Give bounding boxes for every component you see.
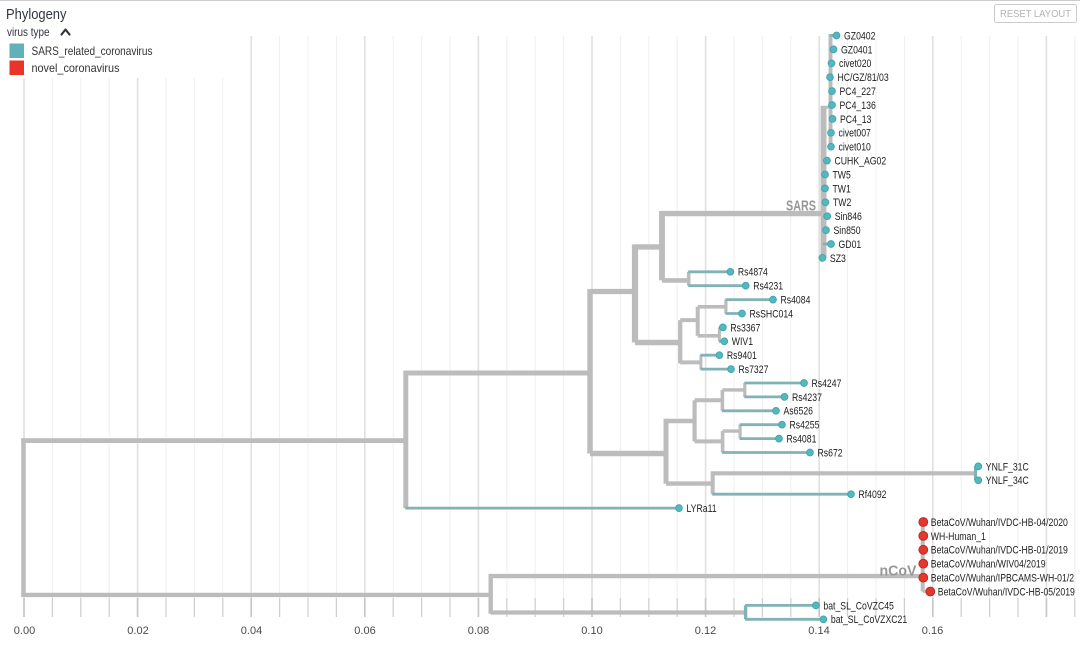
svg-text:GZ0402: GZ0402 (844, 30, 875, 42)
svg-text:civet020: civet020 (839, 58, 871, 70)
svg-text:0.02: 0.02 (127, 625, 148, 637)
svg-text:Sin850: Sin850 (834, 225, 861, 237)
svg-text:Rs4874: Rs4874 (738, 267, 768, 279)
svg-text:0.08: 0.08 (468, 625, 489, 637)
svg-text:Rs7327: Rs7327 (739, 364, 769, 376)
svg-text:0.16: 0.16 (922, 625, 943, 637)
svg-text:Rs4237: Rs4237 (792, 392, 822, 404)
svg-text:0.06: 0.06 (354, 625, 375, 637)
svg-text:PC4_13: PC4_13 (840, 114, 871, 126)
svg-text:LYRa11: LYRa11 (687, 503, 717, 515)
svg-text:CUHK_AG02: CUHK_AG02 (835, 156, 887, 168)
svg-text:WIV1: WIV1 (732, 336, 753, 348)
svg-text:Rs672: Rs672 (818, 447, 843, 459)
svg-text:RESET LAYOUT: RESET LAYOUT (1000, 9, 1071, 20)
svg-text:TW2: TW2 (833, 197, 851, 209)
svg-text:bat_SL_CoVZC45: bat_SL_CoVZC45 (823, 600, 894, 612)
svg-text:BetaCoV/Wuhan/WIV04/2019: BetaCoV/Wuhan/WIV04/2019 (931, 559, 1046, 571)
svg-text:Rs3367: Rs3367 (730, 322, 760, 334)
svg-text:Rs4081: Rs4081 (787, 434, 817, 446)
svg-text:Rs9401: Rs9401 (727, 350, 757, 362)
svg-text:SZ3: SZ3 (830, 253, 846, 265)
svg-text:BetaCoV/Wuhan/IPBCAMS-WH-01/2: BetaCoV/Wuhan/IPBCAMS-WH-01/2 (931, 573, 1074, 585)
svg-text:PC4_136: PC4_136 (840, 100, 876, 112)
svg-text:0.10: 0.10 (581, 625, 602, 637)
svg-text:BetaCoV/Wuhan/IVDC-HB-04/2020: BetaCoV/Wuhan/IVDC-HB-04/2020 (931, 517, 1068, 529)
svg-text:Rs4231: Rs4231 (753, 281, 783, 293)
svg-text:Rs4255: Rs4255 (790, 420, 820, 432)
svg-text:Rs4247: Rs4247 (812, 378, 842, 390)
svg-text:nCoV: nCoV (880, 564, 917, 580)
svg-text:0.00: 0.00 (14, 625, 35, 637)
svg-text:PC4_227: PC4_227 (840, 86, 876, 98)
svg-text:SARS: SARS (786, 199, 816, 215)
svg-text:virus type: virus type (7, 25, 50, 39)
svg-text:GD01: GD01 (839, 239, 862, 251)
svg-text:WH-Human_1: WH-Human_1 (931, 531, 986, 543)
svg-text:As6526: As6526 (784, 406, 814, 418)
svg-text:GZ0401: GZ0401 (841, 44, 872, 56)
svg-text:TW1: TW1 (833, 183, 851, 195)
svg-text:SARS_related_coronavirus: SARS_related_coronavirus (32, 44, 153, 58)
svg-text:0.14: 0.14 (808, 625, 829, 637)
svg-text:BetaCoV/Wuhan/IVDC-HB-01/2019: BetaCoV/Wuhan/IVDC-HB-01/2019 (931, 545, 1068, 557)
svg-text:bat_SL_CoVZXC21: bat_SL_CoVZXC21 (831, 614, 907, 626)
svg-text:YNLF_31C: YNLF_31C (986, 461, 1029, 473)
svg-text:civet010: civet010 (839, 142, 871, 154)
svg-text:0.04: 0.04 (241, 625, 262, 637)
svg-text:civet007: civet007 (839, 128, 871, 140)
svg-text:Phylogeny: Phylogeny (6, 6, 67, 23)
svg-text:YNLF_34C: YNLF_34C (986, 475, 1029, 487)
svg-text:BetaCoV/Wuhan/IVDC-HB-05/2019: BetaCoV/Wuhan/IVDC-HB-05/2019 (938, 586, 1075, 598)
svg-text:RsSHC014: RsSHC014 (750, 308, 794, 320)
svg-text:Rs4084: Rs4084 (781, 295, 811, 307)
svg-text:HC/GZ/81/03: HC/GZ/81/03 (838, 72, 889, 84)
svg-text:TW5: TW5 (833, 169, 851, 181)
svg-text:novel_coronavirus: novel_coronavirus (32, 61, 120, 75)
svg-text:0.12: 0.12 (695, 625, 716, 637)
svg-text:Rf4092: Rf4092 (859, 489, 887, 501)
svg-text:Sin846: Sin846 (835, 211, 862, 223)
